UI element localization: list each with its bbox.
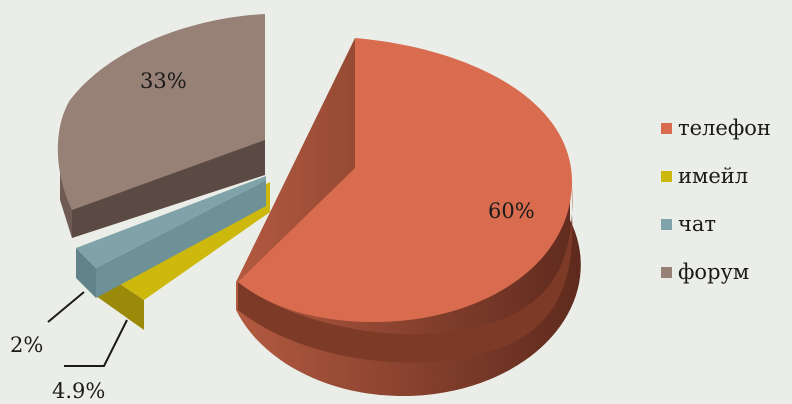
pie-slice-forum — [57, 14, 265, 238]
legend-label-imeil: имейл — [678, 163, 749, 188]
leader-line-chat — [47, 291, 85, 323]
legend-swatch-chat — [661, 218, 672, 230]
legend-item-forum: форум — [661, 258, 771, 286]
pie-slice-chat-top — [76, 176, 266, 268]
pie-slice-chat-front — [76, 248, 96, 298]
legend-swatch-forum — [661, 266, 672, 278]
legend-item-imeil: имейл — [661, 162, 771, 190]
pie-slice-telefon-top — [238, 38, 573, 323]
pie-slice-forum-top — [57, 14, 265, 210]
legend-label-forum: форум — [678, 259, 750, 284]
legend-swatch-imeil — [661, 170, 672, 182]
data-label-telefon: 60% — [488, 199, 535, 223]
data-label-imeil: 4.9% — [52, 379, 105, 403]
data-label-chat: 2% — [10, 333, 43, 357]
chart-legend: телефон имейл чат форум — [661, 114, 771, 286]
pie-slice-chat-side — [96, 180, 266, 298]
pie-slice-telefon — [236, 38, 581, 397]
pie-slice-chat — [76, 176, 266, 298]
legend-label-telefon: телефон — [678, 115, 771, 140]
legend-swatch-telefon — [661, 122, 672, 134]
data-label-forum: 33% — [140, 69, 187, 93]
legend-item-telefon: телефон — [661, 114, 771, 142]
leader-line-imeil — [64, 319, 128, 367]
legend-label-chat: чат — [678, 211, 717, 236]
legend-item-chat: чат — [661, 210, 771, 238]
